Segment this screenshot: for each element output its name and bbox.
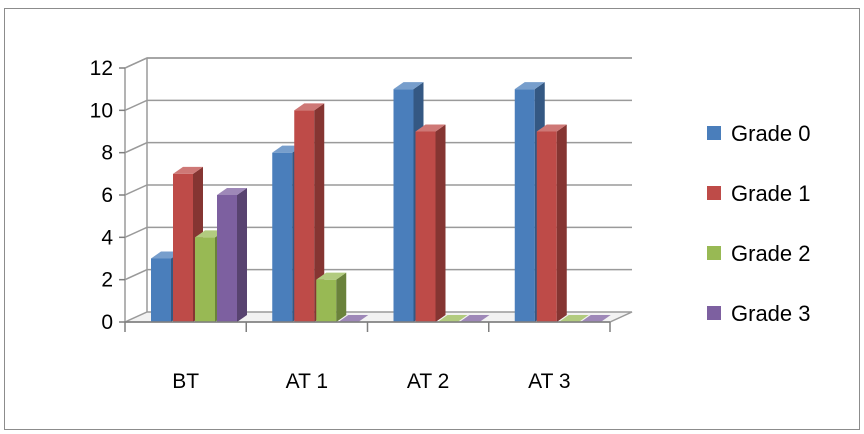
bar [415,124,446,322]
bar-front [173,173,193,322]
bar-top [536,124,567,132]
bar-front [415,131,436,322]
bar [217,188,247,322]
bar-side [336,272,347,322]
bar-front [151,258,171,322]
gridline [124,57,632,69]
gridline [124,99,632,112]
bar-side [556,124,567,322]
gridline [124,226,632,239]
legend: Grade 0 Grade 1 Grade 2 Grade 3 [707,121,811,326]
bar-top [173,166,203,174]
bar-front [393,89,414,323]
bar [294,103,325,322]
x-category-label: BT [172,370,199,393]
y-tick-label: 2 [101,269,113,292]
bar-top [437,315,468,322]
legend-label: Grade 2 [731,241,811,266]
bars [151,82,611,323]
legend-label: Grade 0 [731,121,811,146]
legend-swatch [707,186,721,200]
legend-swatch [707,246,721,260]
bar-front [272,152,293,322]
legend-item: Grade 3 [707,301,811,326]
back-wall-top [124,57,632,69]
bar-top [338,315,369,322]
bar-top [294,103,325,111]
bar-top [514,82,545,90]
bar-front [195,237,215,322]
bar-front [316,279,337,322]
axes [119,67,611,332]
legend-swatch [707,306,721,320]
bar-top [459,315,490,322]
x-axis-category-labels: BT AT 1 AT 2 AT 3 [172,370,570,393]
bar [316,272,347,322]
bar-top [393,82,424,90]
bar-top [316,272,347,280]
y-tick-label: 6 [101,184,113,207]
bar-top [558,315,589,322]
gridline [124,141,632,154]
legend-label: Grade 3 [731,301,811,326]
bar-side [314,103,325,322]
bar-top [217,188,247,195]
legend-item: Grade 0 [707,121,811,146]
bar-side [435,124,446,322]
legend-item: Grade 1 [707,181,811,206]
y-tick-label: 4 [101,226,113,249]
gridline [124,184,632,196]
bar [536,124,567,322]
gridline [124,268,632,281]
bar-front [514,89,535,323]
bar-front [217,195,237,322]
x-category-label: AT 1 [286,370,328,393]
bar-top [580,315,611,322]
bar-front [294,110,315,322]
y-tick-label: 8 [101,142,113,165]
y-tick-label: 0 [101,311,113,334]
legend-swatch [707,126,721,140]
gridlines [124,57,632,281]
y-tick-label: 12 [90,57,113,80]
bar-front [536,131,557,322]
y-axis-tick-labels: 0 2 4 6 8 10 12 [90,57,114,334]
x-category-label: AT 2 [407,370,449,393]
bar-top [415,124,446,132]
legend-item: Grade 2 [707,241,811,266]
legend-label: Grade 1 [731,181,811,206]
bar-side [237,188,247,322]
x-category-label: AT 3 [528,370,570,393]
y-tick-label: 10 [90,99,113,122]
